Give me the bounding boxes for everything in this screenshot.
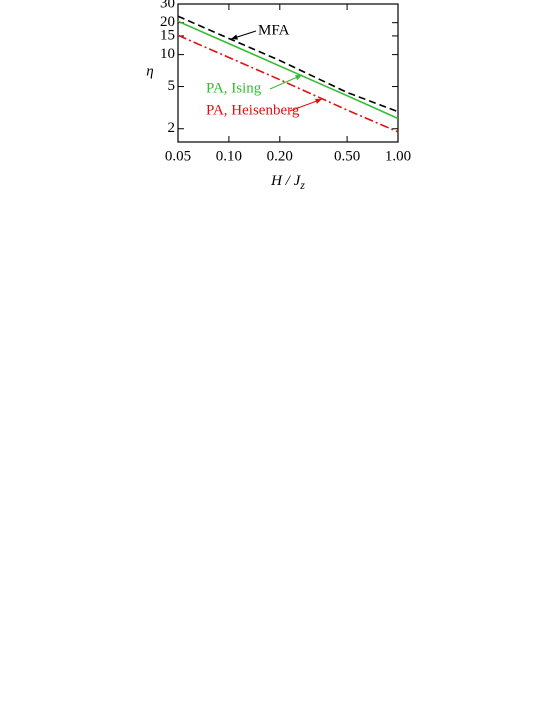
x-axis-label-sub: z	[299, 178, 305, 192]
series-line	[177, 34, 399, 133]
x-tick-label: 0.50	[334, 148, 360, 164]
x-tick-label: 0.05	[165, 148, 191, 164]
x-axis-label: H / Jz	[270, 173, 305, 191]
x-tick-label: 0.10	[216, 148, 242, 164]
y-axis-label: η	[146, 63, 153, 79]
label-arrowhead	[295, 75, 302, 81]
series-line	[177, 15, 399, 113]
y-tick-label: 30	[160, 0, 175, 11]
label-arrowhead	[231, 34, 238, 40]
series-label: MFA	[258, 22, 290, 38]
plot-frame	[177, 3, 399, 143]
x-tick-label: 1.00	[385, 148, 411, 164]
y-tick-label: 15	[160, 27, 175, 43]
series-line	[177, 20, 399, 120]
x-axis-label-main: H / J	[270, 173, 302, 189]
series-label: PA, Ising	[206, 80, 262, 96]
series-label: PA, Heisenberg	[206, 102, 300, 118]
y-tick-label: 10	[160, 46, 175, 62]
y-tick-label: 2	[168, 120, 176, 136]
x-tick-label: 0.20	[267, 148, 293, 164]
y-tick-label: 20	[160, 14, 175, 30]
y-tick-label: 5	[168, 78, 176, 94]
label-arrowhead	[315, 98, 322, 104]
